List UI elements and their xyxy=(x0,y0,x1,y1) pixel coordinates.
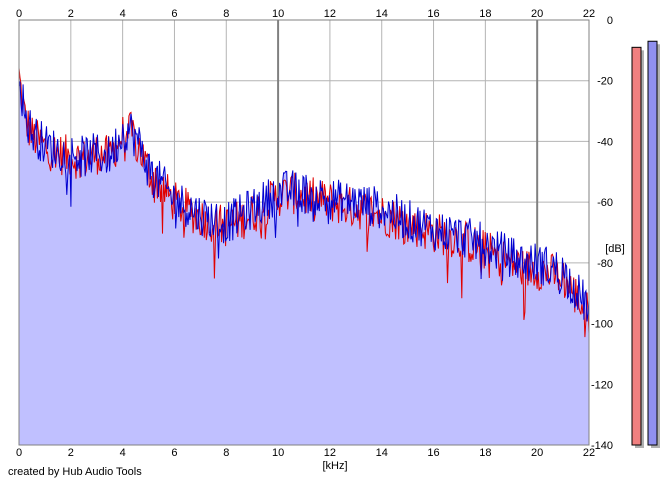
x-tick-label: 0 xyxy=(16,8,22,20)
y-tick-label: -140 xyxy=(591,440,613,452)
y-axis-label: [dB] xyxy=(605,243,625,255)
x-tick-label: 0 xyxy=(16,447,22,459)
series-line-left xyxy=(18,67,590,338)
x-axis-label: [kHz] xyxy=(322,460,347,472)
x-tick-label: 10 xyxy=(272,8,284,20)
y-tick-label: -120 xyxy=(591,379,613,391)
meter-bar-right xyxy=(647,40,658,446)
spectrum-fill xyxy=(19,68,589,445)
meter-bar-left xyxy=(631,46,642,446)
y-tick-labels: 0 -20 -40 -60 -80 -100 -120 -140 xyxy=(591,15,613,452)
x-tick-label: 8 xyxy=(223,447,229,459)
x-tick-labels-top: 0 2 4 6 8 10 12 14 16 18 20 22 xyxy=(16,8,595,20)
x-tick-label: 20 xyxy=(531,8,543,20)
x-tick-label: 4 xyxy=(120,447,126,459)
x-tick-label: 18 xyxy=(479,8,491,20)
axes xyxy=(18,19,590,446)
y-tick-label: 0 xyxy=(607,15,613,27)
x-tick-label: 2 xyxy=(68,8,74,20)
x-tick-label: 18 xyxy=(479,447,491,459)
x-tick-label: 6 xyxy=(171,8,177,20)
x-tick-label: 10 xyxy=(272,447,284,459)
x-tick-label: 20 xyxy=(531,447,543,459)
credit-text: created by Hub Audio Tools xyxy=(8,466,142,478)
x-tick-label: 2 xyxy=(68,447,74,459)
spectrum-lines xyxy=(18,67,590,338)
x-tick-label: 22 xyxy=(583,8,595,20)
x-tick-label: 12 xyxy=(324,447,336,459)
x-tick-label: 12 xyxy=(324,8,336,20)
x-tick-label: 22 xyxy=(583,447,595,459)
y-tick-label: -100 xyxy=(591,319,613,331)
x-tick-label: 16 xyxy=(427,447,439,459)
x-tick-label: 14 xyxy=(376,447,388,459)
x-tick-label: 8 xyxy=(223,8,229,20)
level-meters xyxy=(631,40,660,448)
y-tick-label: -40 xyxy=(597,136,613,148)
spectrum-area xyxy=(19,68,589,445)
x-tick-labels-bottom: 0 2 4 6 8 10 12 14 16 18 20 22 xyxy=(16,447,595,459)
x-tick-label: 6 xyxy=(171,447,177,459)
series-line-right xyxy=(18,81,590,322)
plot-frame xyxy=(18,19,590,446)
x-tick-label: 16 xyxy=(427,8,439,20)
x-tick-label: 4 xyxy=(120,8,126,20)
y-tick-label: -60 xyxy=(597,197,613,209)
y-tick-label: -80 xyxy=(597,258,613,270)
y-tick-label: -20 xyxy=(597,76,613,88)
x-tick-label: 14 xyxy=(376,8,388,20)
